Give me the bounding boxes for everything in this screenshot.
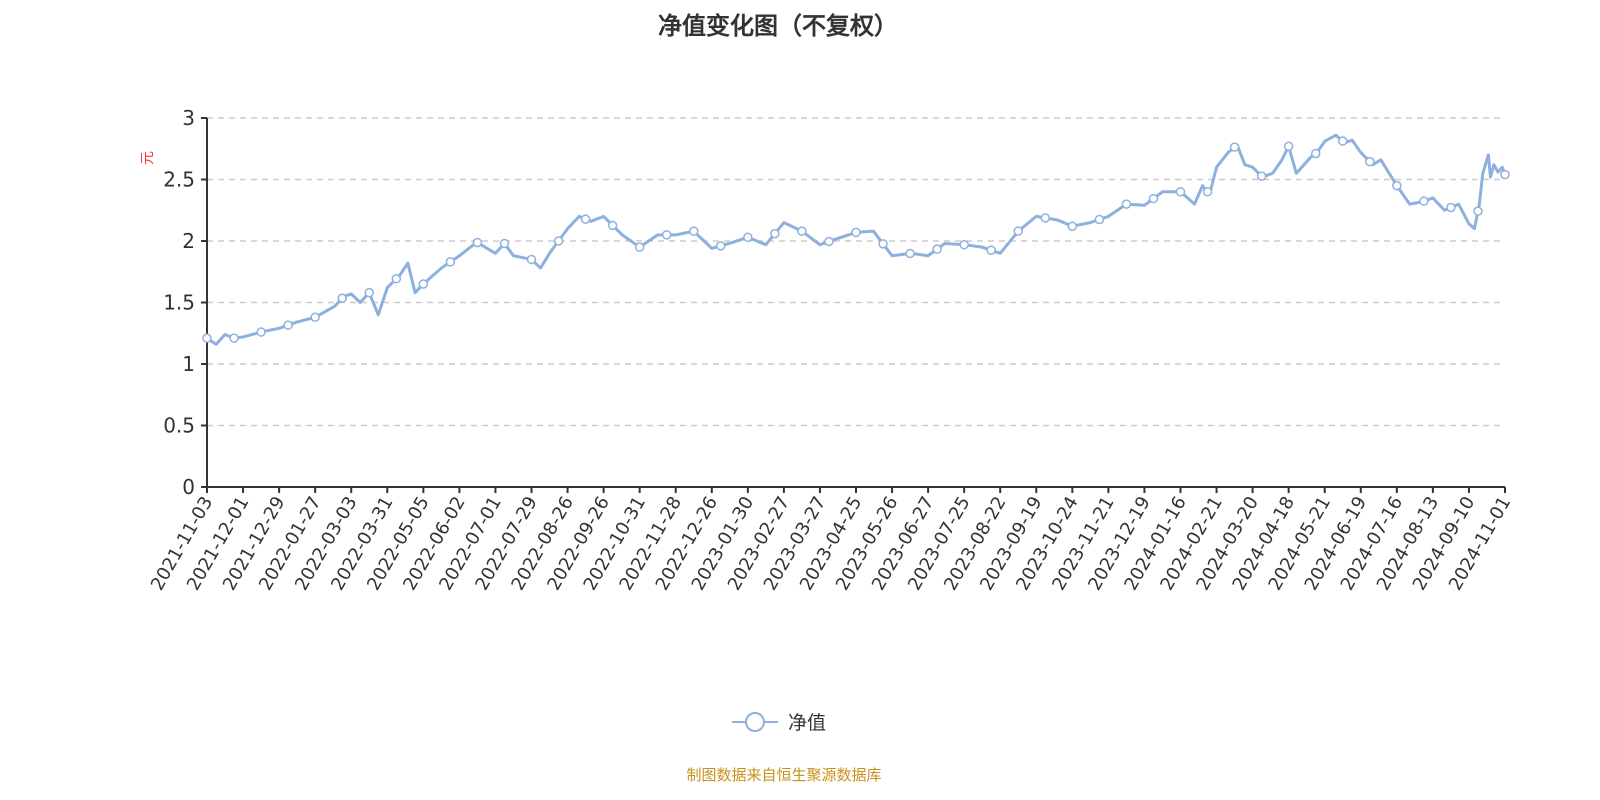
data-point-marker [743, 232, 753, 243]
data-point-marker [661, 230, 672, 240]
data-point-marker [1202, 187, 1213, 197]
data-point-marker [824, 236, 834, 247]
data-point-marker [1392, 180, 1402, 191]
data-point-marker [716, 241, 726, 251]
legend-line-circle-icon [732, 711, 778, 732]
data-point-marker [472, 237, 483, 248]
data-point-marker [1013, 226, 1023, 236]
data-point-marker [1067, 221, 1078, 231]
legend-label: 净值 [788, 712, 827, 734]
y-tick-label: 1 [182, 352, 195, 376]
data-point-marker [418, 279, 429, 289]
data-point-marker [1148, 193, 1159, 204]
y-tick-label: 0 [182, 475, 195, 499]
data-point-marker [391, 274, 402, 284]
data-point-marker [256, 327, 266, 337]
data-point-marker [580, 214, 591, 224]
data-point-marker [905, 248, 915, 259]
data-point-marker [932, 244, 942, 254]
data-point-marker [364, 287, 374, 298]
y-tick-label: 2 [182, 229, 195, 253]
data-point-marker [689, 226, 699, 236]
data-point-marker [851, 227, 861, 238]
data-point-marker [1283, 141, 1294, 152]
data-point-marker [1121, 199, 1132, 209]
y-tick-label: 2.5 [163, 168, 195, 192]
data-point-marker [1175, 187, 1186, 197]
data-point-marker [1419, 196, 1429, 206]
data-point-marker [283, 320, 293, 330]
chart-title: 净值变化图（不复权） [658, 12, 898, 40]
data-point-marker [202, 333, 212, 343]
data-point-marker [1256, 171, 1267, 181]
data-point-marker [553, 236, 564, 246]
data-point-marker [1310, 148, 1321, 159]
data-point-marker [1338, 136, 1348, 146]
y-axis-unit: 元 [140, 151, 156, 165]
data-point-marker [1094, 214, 1105, 225]
series-line [202, 133, 1510, 346]
data-point-marker [445, 257, 456, 267]
y-tick-label: 1.5 [163, 291, 195, 315]
y-axis: 0 0.5 1 1.5 2 2.5 3 [163, 106, 208, 499]
data-point-marker [310, 312, 320, 323]
source-note: 制图数据来自恒生聚源数据库 [686, 766, 882, 784]
data-point-marker [878, 239, 888, 249]
x-axis: 2021-11-032021-12-012021-12-292022-01-27… [147, 486, 1515, 594]
data-point-marker [959, 239, 969, 250]
y-tick-label: 3 [182, 106, 195, 130]
data-point-marker [499, 238, 510, 249]
data-point-marker [526, 254, 537, 265]
data-point-marker [986, 245, 996, 255]
data-point-marker [1365, 156, 1375, 167]
data-point-marker [1040, 213, 1051, 223]
data-point-marker [337, 293, 347, 304]
data-point-marker [797, 226, 807, 236]
data-point-marker [770, 228, 780, 239]
grid-lines [207, 117, 1505, 427]
nav-line [206, 133, 1507, 346]
legend[interactable]: 净值 [730, 708, 826, 735]
data-point-marker [607, 220, 618, 231]
data-point-marker [1229, 142, 1240, 152]
data-point-marker [1446, 202, 1456, 213]
data-point-marker [634, 242, 645, 252]
data-point-marker [229, 333, 239, 343]
y-tick-label: 0.5 [163, 414, 195, 438]
data-point-marker [1473, 206, 1483, 216]
data-point-marker [1500, 169, 1510, 180]
